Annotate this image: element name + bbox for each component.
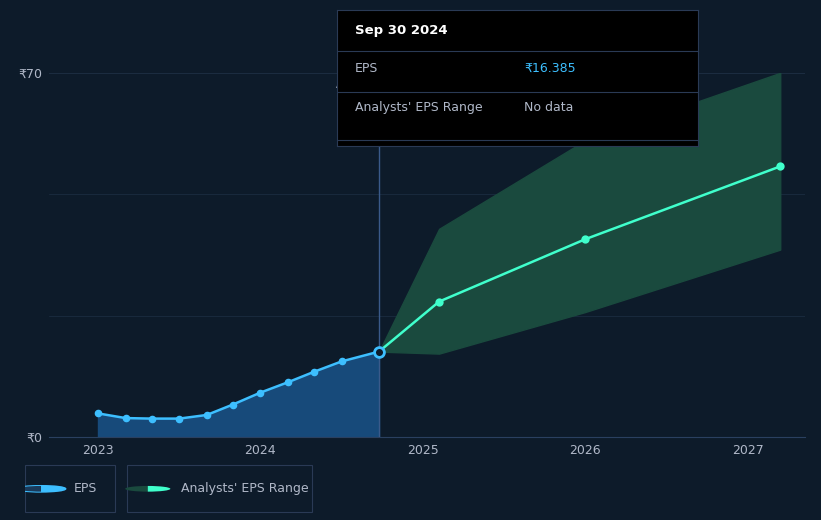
Point (145, 414, 158, 423)
Point (282, 378, 295, 386)
Text: ₹16.385: ₹16.385 (525, 62, 576, 75)
Text: Analysts' EPS Range: Analysts' EPS Range (355, 101, 482, 114)
Text: Sep 30 2024: Sep 30 2024 (355, 24, 447, 37)
Point (254, 388, 267, 397)
FancyBboxPatch shape (127, 465, 312, 512)
Text: No data: No data (525, 101, 574, 114)
Text: EPS: EPS (74, 483, 97, 495)
Point (579, 235, 592, 243)
Point (227, 400, 240, 409)
Point (373, 347, 386, 356)
Point (373, 347, 386, 356)
Point (773, 162, 787, 171)
Point (200, 411, 213, 419)
Circle shape (16, 486, 66, 492)
Wedge shape (125, 486, 148, 492)
Point (433, 297, 446, 306)
Wedge shape (148, 486, 171, 492)
Text: Actual: Actual (336, 78, 373, 91)
FancyBboxPatch shape (25, 465, 115, 512)
Text: Analysts Forecasts: Analysts Forecasts (386, 78, 495, 91)
Point (335, 357, 348, 366)
Text: EPS: EPS (355, 62, 378, 75)
Point (307, 368, 320, 376)
Point (172, 414, 186, 423)
Point (91, 409, 104, 418)
Wedge shape (41, 486, 64, 492)
Text: Analysts' EPS Range: Analysts' EPS Range (181, 483, 308, 495)
Circle shape (16, 486, 66, 492)
Wedge shape (18, 486, 41, 492)
Point (119, 414, 132, 422)
